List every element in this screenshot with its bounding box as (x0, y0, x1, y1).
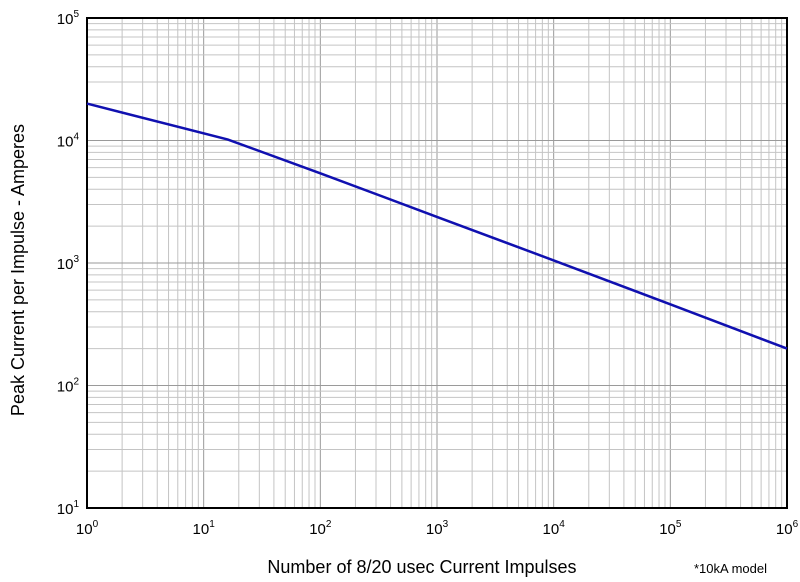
series-layer (86, 102, 788, 350)
x-tick-label: 104 (543, 519, 566, 538)
x-tick-labels: 100 101 102 103 104 105 106 (76, 519, 799, 538)
x-tick-label: 103 (426, 519, 449, 538)
x-tick-label: 100 (76, 519, 99, 538)
y-tick-labels: 101 102 103 104 105 (57, 9, 80, 518)
series-line-1 (86, 102, 788, 350)
x-tick-label: 101 (193, 519, 216, 538)
y-tick-label: 102 (57, 377, 80, 396)
plot-frame (86, 17, 788, 509)
y-tick-label: 101 (57, 499, 80, 518)
y-tick-label: 105 (57, 9, 80, 28)
y-axis-title: Peak Current per Impulse - Amperes (8, 124, 28, 416)
x-tick-label: 105 (659, 519, 682, 538)
model-note: *10kA model (694, 561, 767, 576)
y-tick-label: 103 (57, 254, 80, 273)
y-tick-label: 104 (57, 132, 80, 151)
x-tick-label: 102 (309, 519, 332, 538)
grid (86, 18, 787, 509)
x-tick-label: 106 (776, 519, 799, 538)
x-axis-title: Number of 8/20 usec Current Impulses (267, 557, 576, 577)
